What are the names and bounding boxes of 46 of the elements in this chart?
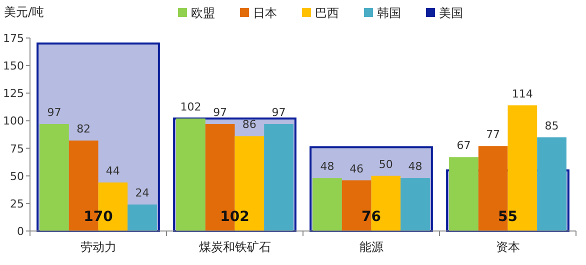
bar: [40, 124, 69, 231]
legend-label: 欧盟: [191, 6, 215, 20]
data-label: 48: [320, 160, 334, 174]
bar: [264, 124, 294, 231]
data-label: 82: [76, 122, 91, 136]
legend-label: 日本: [253, 6, 277, 20]
bar: [176, 118, 206, 231]
y-axis-title: 美元/吨: [4, 5, 44, 19]
x-tick-label: 煤炭和铁矿石: [198, 240, 271, 254]
data-label: 76: [362, 209, 381, 225]
data-label: 46: [350, 162, 364, 176]
data-label: 48: [408, 160, 422, 174]
legend-label: 巴西: [315, 6, 339, 20]
y-tick-label: 0: [17, 225, 24, 238]
x-tick-label: 劳动力: [80, 240, 116, 254]
y-tick-label: 125: [3, 87, 24, 100]
data-label: 50: [378, 158, 393, 171]
data-label: 24: [135, 186, 150, 200]
data-label: 170: [84, 209, 114, 225]
bar: [449, 157, 478, 231]
data-label: 97: [47, 106, 62, 120]
y-tick-label: 100: [3, 114, 24, 128]
data-label: 102: [180, 100, 202, 114]
y-tick-label: 50: [10, 170, 24, 183]
data-label: 67: [456, 139, 471, 152]
bar: [537, 137, 566, 231]
data-label: 86: [242, 118, 256, 132]
data-label: 102: [220, 209, 250, 225]
data-label: 44: [106, 164, 120, 178]
y-tick-label: 150: [3, 60, 24, 73]
legend-label: 美国: [439, 6, 463, 20]
bar: [128, 204, 157, 231]
legend-label: 韩国: [377, 6, 401, 20]
y-tick-label: 75: [10, 142, 24, 156]
bar: [312, 178, 342, 231]
data-label: 55: [498, 209, 518, 225]
data-label: 77: [486, 128, 500, 142]
y-tick-label: 25: [10, 197, 24, 210]
data-label: 85: [544, 119, 559, 132]
data-label: 114: [512, 87, 533, 100]
y-tick-label: 175: [3, 32, 24, 45]
x-tick-label: 能源: [359, 240, 384, 254]
data-label: 97: [272, 106, 286, 120]
bar: [400, 178, 430, 231]
x-tick-label: 资本: [496, 240, 520, 254]
data-label: 97: [213, 106, 228, 120]
